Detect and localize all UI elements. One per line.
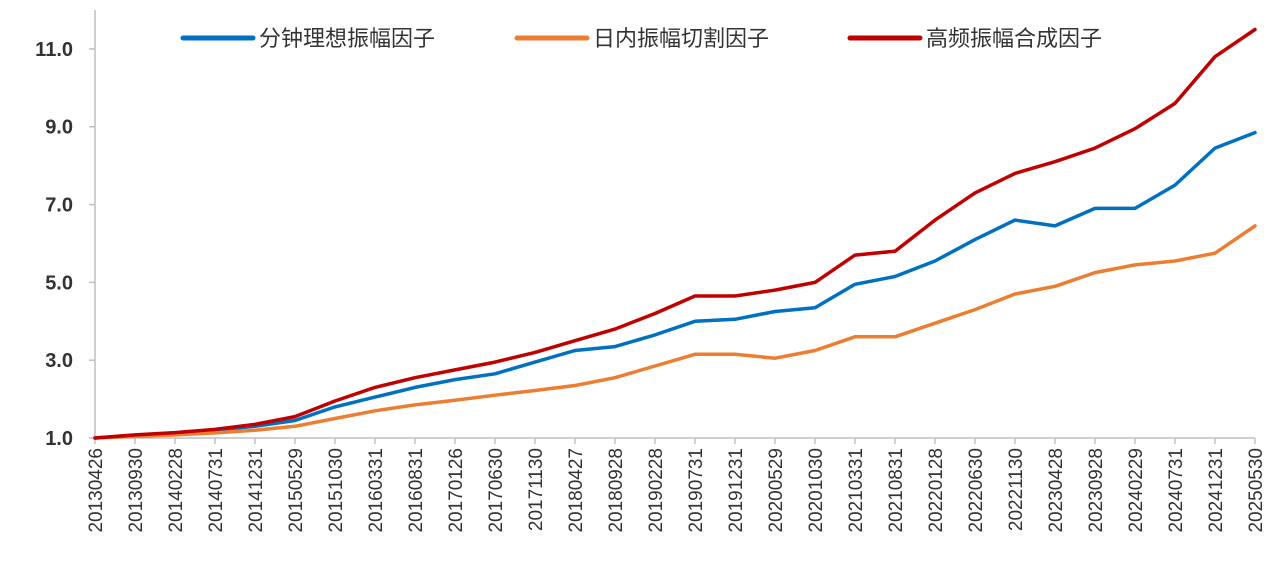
- y-axis-ticks: 1.0 3.0 5.0 7.0 9.0 11.0: [35, 39, 95, 450]
- y-tick-label: 5.0: [45, 272, 73, 294]
- legend-label-2: 日内振幅切割因子: [593, 27, 769, 52]
- legend-label-1: 分钟理想振幅因子: [259, 27, 435, 52]
- x-tick-label: 20170630: [486, 448, 507, 533]
- x-tick-label: 20130426: [86, 448, 107, 533]
- x-tick-label: 20220128: [926, 448, 947, 533]
- x-tick-label: 20221130: [1006, 448, 1027, 531]
- x-tick-label: 20240229: [1126, 448, 1147, 533]
- x-tick-label: 20160331: [366, 448, 387, 533]
- y-tick-label: 9.0: [45, 117, 73, 139]
- x-tick-label: 20190731: [686, 448, 707, 533]
- x-tick-label: 20180928: [606, 448, 627, 533]
- x-tick-label: 20191231: [726, 448, 747, 533]
- x-tick-label: 20200529: [766, 448, 787, 533]
- y-tick-label: 1.0: [45, 428, 73, 450]
- series-lines: [93, 27, 1257, 440]
- y-tick-label: 3.0: [45, 350, 73, 372]
- x-tick-label: 20250530: [1246, 448, 1267, 533]
- x-tick-label: 20140731: [206, 448, 227, 533]
- x-tick-label: 20241231: [1206, 448, 1227, 533]
- x-tick-label: 20141231: [246, 448, 267, 533]
- x-tick-label: 20230928: [1086, 448, 1107, 533]
- y-tick-label: 7.0: [45, 195, 73, 217]
- x-tick-label: 20230428: [1046, 448, 1067, 533]
- x-tick-label: 20210831: [886, 448, 907, 533]
- y-tick-label: 11.0: [35, 39, 73, 61]
- x-tick-label: 20160831: [406, 448, 427, 533]
- legend-label-3: 高频振幅合成因子: [926, 27, 1102, 52]
- x-tick-label: 20140228: [166, 448, 187, 533]
- x-tick-label: 20171130: [526, 448, 547, 531]
- x-tick-label: 20190228: [646, 448, 667, 533]
- x-tick-label: 20240731: [1166, 448, 1187, 533]
- x-tick-label: 20170126: [446, 448, 467, 533]
- x-tick-label: 20210331: [846, 448, 867, 533]
- x-tick-label: 20151030: [326, 448, 347, 533]
- x-tick-label: 20150529: [286, 448, 307, 533]
- x-axis-ticks: 20130426 20130930 20140228 20140731 20141231…: [86, 438, 1267, 533]
- x-tick-label: 20201030: [806, 448, 827, 533]
- x-tick-label: 20220630: [966, 448, 987, 533]
- series-line-2: [93, 224, 1257, 440]
- series-line-1: [93, 130, 1257, 440]
- x-tick-label: 20130930: [126, 448, 147, 533]
- legend: 分钟理想振幅因子 日内振幅切割因子 高频振幅合成因子: [180, 27, 1102, 52]
- x-tick-label: 20180427: [566, 448, 587, 533]
- series-line-3: [93, 27, 1257, 440]
